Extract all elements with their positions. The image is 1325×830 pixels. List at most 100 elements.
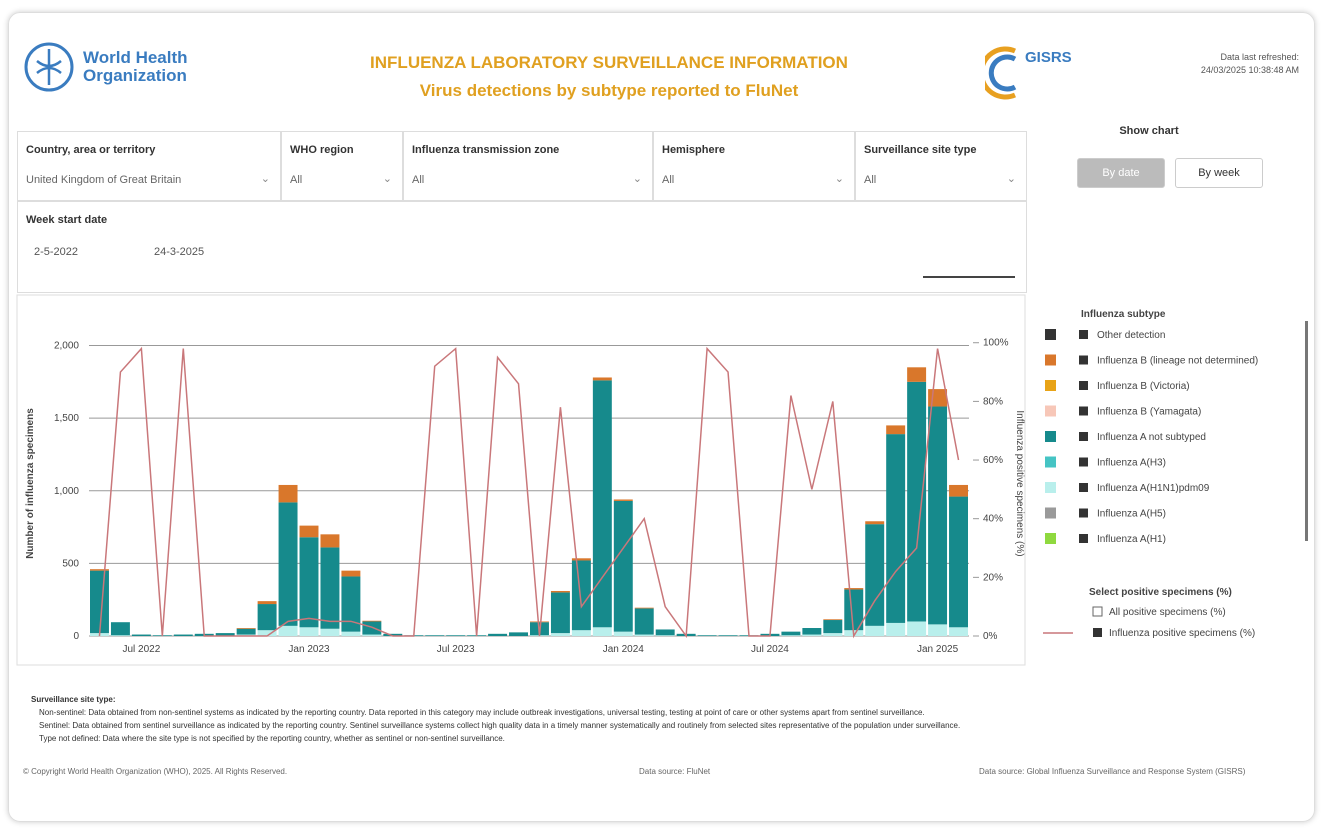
legend-label: Influenza B (lineage not determined) — [1097, 356, 1258, 367]
start-date[interactable]: 2-5-2022 — [34, 246, 79, 258]
x-tick-label: Jan 2025 — [917, 644, 959, 655]
bar-segment — [173, 634, 193, 636]
positivity-line — [98, 346, 960, 639]
legend-label: All positive specimens (%) — [1109, 607, 1226, 618]
bar-segment — [278, 502, 298, 626]
legend-checkbox — [1092, 606, 1103, 617]
bar-segment — [257, 601, 277, 605]
bar-segment — [844, 589, 864, 631]
bar-segment — [131, 634, 151, 636]
legend-swatch — [1045, 431, 1056, 442]
bar-segment — [802, 628, 822, 635]
x-tick-label: Jul 2024 — [751, 644, 789, 655]
bar-segment — [383, 633, 403, 636]
filter[interactable]: Country, area or territory United Kingdom… — [17, 131, 281, 201]
bar-segment — [571, 630, 591, 636]
legend-checkbox — [1079, 355, 1088, 365]
bar-segment — [928, 624, 948, 636]
bar-segment — [320, 628, 340, 636]
bar-segment — [886, 622, 906, 636]
bar-segment — [299, 525, 319, 538]
x-tick-label: Jan 2023 — [288, 644, 330, 655]
filter[interactable]: Surveillance site type All ⌄ — [855, 131, 1027, 201]
note: Sentinel: Data obtained from sentinel su… — [39, 721, 961, 730]
y2-axis-title: Influenza positive specimens (%) — [1014, 410, 1025, 556]
org-name: Organization — [83, 66, 187, 85]
bar-segment — [718, 635, 738, 636]
bar-segment — [865, 524, 885, 626]
y-axis-title: Number of influenza specimens — [25, 408, 36, 559]
bar-segment — [613, 631, 633, 636]
bar-segment — [257, 630, 277, 636]
note: Type not defined: Data where the site ty… — [39, 734, 505, 743]
filter[interactable]: Hemisphere All ⌄ — [653, 131, 855, 201]
y-tick-label: 2,000 — [54, 341, 79, 352]
bar-segment — [634, 608, 654, 635]
bar-segment — [886, 434, 906, 623]
bar-segment — [949, 627, 968, 636]
filter-label: Influenza transmission zone — [412, 144, 560, 156]
legend-swatch — [1045, 405, 1056, 417]
legend-label: Influenza A not subtyped — [1097, 432, 1206, 443]
bar-segment — [530, 621, 549, 623]
end-date[interactable]: 24-3-2025 — [154, 246, 205, 258]
line-legend-title: Select positive specimens (%) — [1089, 587, 1232, 598]
y-tick-label: 0 — [73, 631, 79, 642]
bar-segment — [488, 633, 508, 636]
filter-label: WHO region — [290, 144, 354, 156]
legend-checkbox — [1079, 381, 1088, 390]
bar-segment — [509, 632, 528, 636]
by-week-button[interactable]: By week — [1175, 158, 1263, 188]
bar-segment — [613, 499, 633, 501]
copyright: © Copyright World Health Organization (W… — [23, 767, 288, 776]
legend-label: Influenza B (Victoria) — [1097, 381, 1190, 392]
bar-segment — [550, 633, 570, 636]
bar-segment — [697, 635, 717, 636]
y-tick-label: 500 — [62, 558, 79, 569]
by-date-button[interactable]: By date — [1077, 158, 1165, 188]
notes: Surveillance site type: Non-sentinel: Da… — [31, 693, 1311, 745]
bar-segment — [341, 570, 361, 577]
dashboard: World Health Organization INFLUENZA LABO… — [8, 12, 1315, 822]
bar-segment — [215, 633, 235, 636]
bar-segment — [278, 484, 298, 503]
title: INFLUENZA LABORATORY SURVEILLANCE INFORM… — [370, 53, 848, 72]
filter-value: All — [290, 174, 303, 186]
filter[interactable]: Influenza transmission zone All ⌄ — [403, 131, 653, 201]
dropdown-caret: ⌄ — [382, 173, 392, 185]
bar-segment — [823, 619, 843, 621]
filter-value: All — [412, 174, 425, 186]
bar-segment — [844, 588, 864, 590]
legend-swatch — [1045, 482, 1056, 493]
y2-tick-label: 60% — [983, 455, 1003, 466]
bar-segment — [613, 500, 633, 632]
bar-segment — [781, 635, 801, 636]
legend-swatch — [1045, 354, 1056, 366]
bar-segment — [571, 558, 591, 561]
bar-segment — [907, 367, 927, 382]
bar-segment — [90, 570, 109, 634]
legend-swatch — [1045, 507, 1056, 519]
filter-value: United Kingdom of Great Britain — [26, 174, 182, 186]
bar-segment — [362, 634, 382, 636]
subtitle: Virus detections by subtype reported to … — [419, 81, 799, 100]
y2-tick-label: 100% — [983, 338, 1009, 349]
date-filter: Week start date 2-5-2022 24-3-2025 — [17, 201, 1027, 293]
bar-segment — [802, 634, 822, 636]
filter[interactable]: WHO region All ⌄ — [281, 131, 403, 201]
date-slider[interactable] — [923, 276, 1015, 278]
bar-segment — [886, 425, 906, 435]
bar-segment — [949, 496, 968, 628]
bar-segment — [90, 569, 109, 571]
bar-segment — [865, 625, 885, 636]
bar-segment — [823, 633, 843, 636]
y2-tick-label: 0% — [983, 631, 998, 642]
legend-checkbox — [1079, 483, 1088, 492]
bar-segment — [592, 627, 612, 636]
bar-segment — [236, 628, 256, 635]
filter-value: All — [864, 174, 877, 186]
notes-heading: Surveillance site type: — [31, 695, 116, 704]
who-logo — [24, 42, 74, 92]
bar-segment — [362, 620, 382, 622]
